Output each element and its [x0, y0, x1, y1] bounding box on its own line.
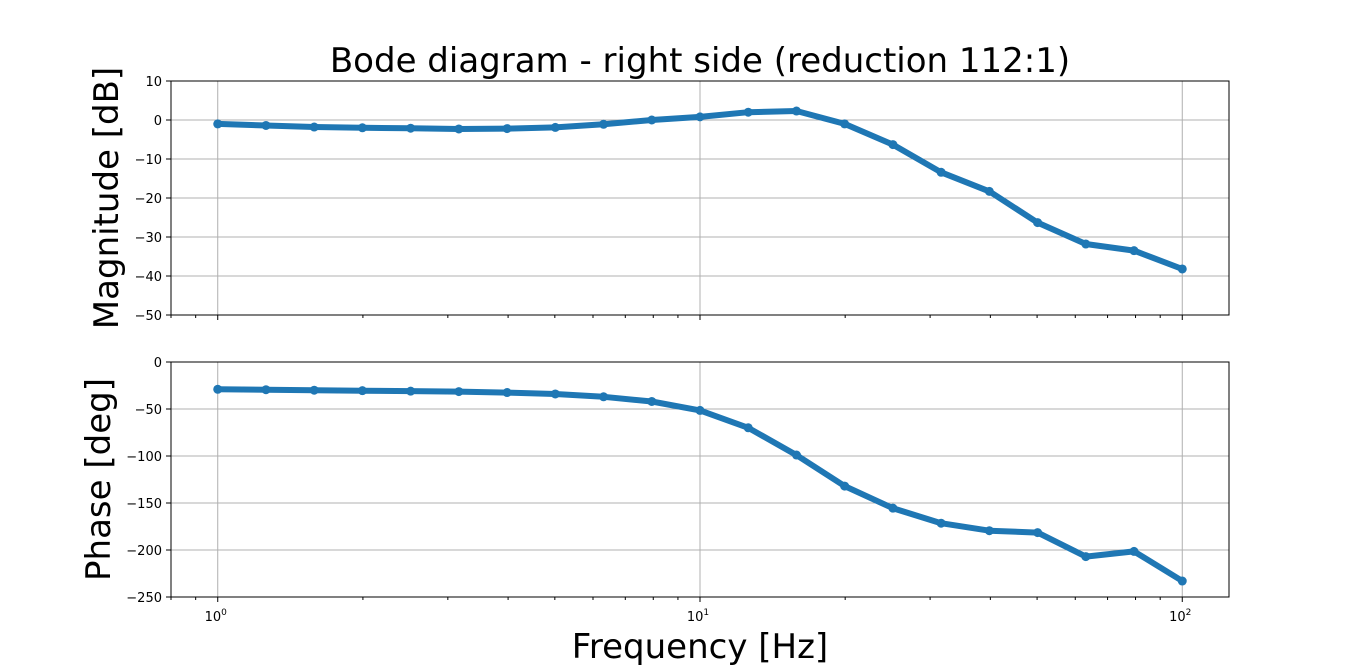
data-point	[454, 387, 464, 397]
data-point	[213, 119, 223, 129]
data-point	[936, 518, 946, 528]
data-point	[1129, 546, 1139, 556]
y-tick-label: −20	[135, 192, 162, 207]
data-point	[454, 124, 464, 134]
data-point	[984, 186, 994, 196]
data-point	[261, 120, 271, 130]
y-tick-label: −150	[126, 497, 162, 512]
data-point	[502, 388, 512, 398]
data-point	[309, 385, 319, 395]
data-point	[695, 405, 705, 415]
chart-title: Bode diagram - right side (reduction 112…	[330, 41, 1070, 81]
y-tick-label: −250	[126, 591, 162, 606]
y-tick-label: −10	[135, 153, 162, 168]
data-point	[791, 106, 801, 116]
plot-frame	[170, 80, 1230, 316]
data-point	[261, 385, 271, 395]
data-point	[550, 122, 560, 132]
data-point	[357, 386, 367, 396]
data-point	[647, 396, 657, 406]
data-point	[213, 384, 223, 394]
y-tick-label: −100	[126, 450, 162, 465]
data-point	[695, 112, 705, 122]
plot-frame	[170, 361, 1230, 598]
y-tick-label: −40	[135, 270, 162, 285]
data-point	[840, 481, 850, 491]
data-point	[1129, 246, 1139, 256]
y-tick-label: −50	[135, 309, 162, 324]
data-point	[550, 389, 560, 399]
data-point	[1177, 264, 1187, 274]
data-point	[406, 386, 416, 396]
data-point	[599, 392, 609, 402]
data-point	[647, 115, 657, 125]
data-point	[743, 107, 753, 117]
data-point	[599, 119, 609, 129]
data-point	[1033, 528, 1043, 538]
data-point	[1177, 576, 1187, 586]
data-point	[1081, 552, 1091, 562]
data-point	[888, 503, 898, 513]
x-tick-label: 102	[1169, 608, 1191, 625]
data-point	[936, 167, 946, 177]
data-point	[791, 450, 801, 460]
data-point	[888, 140, 898, 150]
y-tick-label: 0	[154, 356, 162, 371]
data-point	[357, 123, 367, 133]
data-point	[1081, 239, 1091, 249]
y-tick-label: −200	[126, 544, 162, 559]
data-point	[840, 119, 850, 129]
panel-phase: 0 −50 −100 −150 −200 −250 100 101 102 Phase [deg]	[79, 356, 1230, 625]
panel-magnitude: 10 0 −10 −20 −30 −40 −50 Magnitude [dB]	[87, 67, 1230, 329]
data-point	[502, 124, 512, 134]
y-axis-label: Magnitude [dB]	[87, 67, 127, 329]
data-point	[309, 122, 319, 132]
data-point	[984, 526, 994, 536]
y-tick-label: −30	[135, 231, 162, 246]
x-tick-label: 100	[205, 608, 228, 625]
data-point	[406, 123, 416, 133]
x-tick-label: 101	[687, 608, 709, 625]
y-tick-label: 10	[145, 75, 162, 90]
y-axis-label: Phase [deg]	[79, 378, 119, 581]
data-point	[743, 423, 753, 433]
data-point	[1033, 218, 1043, 228]
y-tick-label: 0	[154, 114, 162, 129]
y-tick-label: −50	[135, 403, 162, 418]
x-axis-label: Frequency [Hz]	[572, 627, 828, 667]
